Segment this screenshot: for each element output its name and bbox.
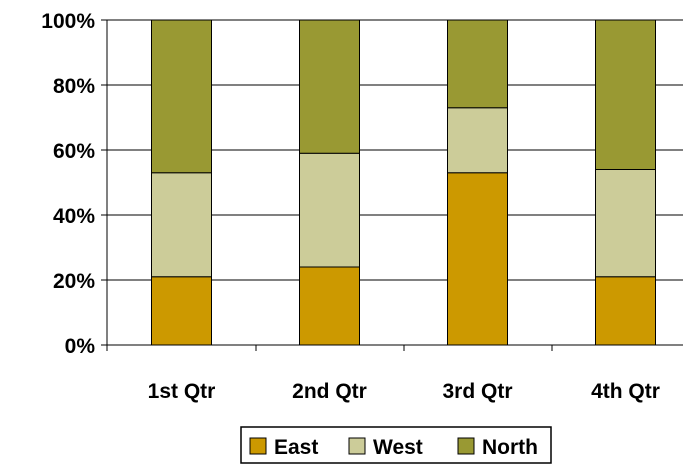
y-tick-label: 0%: [65, 335, 96, 358]
bar-segment-west: [299, 152, 360, 268]
legend-label-east: East: [274, 436, 318, 459]
bars: [151, 19, 656, 346]
x-category-label: 4th Qtr: [591, 380, 660, 403]
bar-segment-east: [151, 276, 212, 346]
bar-segment-west: [595, 169, 656, 278]
legend: East West North: [240, 426, 552, 464]
bar-segment-north: [447, 19, 508, 109]
x-category-label: 3rd Qtr: [442, 380, 512, 403]
axis-labels: 0% 20% 40% 60% 80% 100% 1st Qtr 2nd Qtr 3rd Qtr 4…: [41, 10, 660, 403]
x-category-label: 1st Qtr: [148, 380, 216, 403]
y-tick-label: 60%: [53, 140, 95, 163]
bar-segment-west: [151, 172, 212, 278]
bar-segment-north: [299, 19, 360, 154]
y-tick-label: 100%: [41, 10, 95, 33]
y-tick-label: 20%: [53, 270, 95, 293]
x-category-label: 2nd Qtr: [292, 380, 367, 403]
bar-segment-north: [595, 19, 656, 170]
bar-segment-west: [447, 107, 508, 174]
legend-swatch-north: [457, 437, 475, 455]
legend-box: [240, 426, 552, 464]
bar-segment-north: [151, 19, 212, 174]
y-tick-label: 80%: [53, 75, 95, 98]
legend-label-north: North: [482, 436, 538, 459]
axes: [101, 19, 683, 351]
legend-swatch-west: [348, 437, 366, 455]
legend-swatch-east: [249, 437, 267, 455]
bar-segment-east: [447, 172, 508, 346]
y-tick-label: 40%: [53, 205, 95, 228]
legend-label-west: West: [373, 436, 423, 459]
bar-segment-east: [595, 276, 656, 346]
bar-segment-east: [299, 266, 360, 346]
